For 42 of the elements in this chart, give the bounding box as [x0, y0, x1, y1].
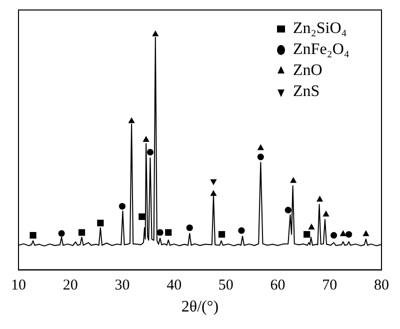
point [290, 176, 297, 183]
point [128, 117, 135, 124]
point [284, 206, 292, 214]
x-tick-label: 30 [114, 278, 130, 294]
point [340, 230, 346, 236]
x-axis-title: 2θ/(°) [181, 298, 219, 316]
point [330, 232, 338, 239]
point [118, 202, 126, 210]
point [218, 231, 226, 238]
x-tick-label: 70 [322, 278, 338, 294]
legend-label: ZnFe₂O₄ [293, 41, 350, 58]
point [257, 154, 264, 160]
point [362, 230, 370, 236]
point [308, 224, 315, 230]
point [304, 231, 310, 238]
x-tick-label: 40 [166, 278, 182, 294]
x-tick-label: 20 [62, 278, 78, 294]
point [58, 230, 65, 237]
x-tick-label: 60 [270, 278, 286, 294]
point [165, 229, 172, 236]
point [186, 224, 193, 232]
point [142, 136, 150, 142]
legend-label: Zn₂SiO₄ [293, 20, 348, 38]
x-tick-label: 80 [374, 278, 389, 294]
legend-label: ZnO [293, 62, 322, 80]
x-tick-label: 50 [218, 278, 234, 294]
point [30, 232, 36, 239]
legend-label: ZnS [293, 83, 320, 100]
point [78, 229, 86, 236]
point [322, 210, 330, 216]
point [146, 148, 154, 156]
point [316, 196, 324, 202]
point [156, 229, 164, 236]
point [97, 220, 104, 226]
point [238, 227, 245, 234]
point [210, 179, 217, 186]
point [138, 213, 146, 220]
point [257, 144, 264, 150]
point [210, 190, 217, 196]
point [152, 30, 159, 36]
point [346, 231, 352, 238]
x-tick-label: 10 [11, 278, 26, 294]
